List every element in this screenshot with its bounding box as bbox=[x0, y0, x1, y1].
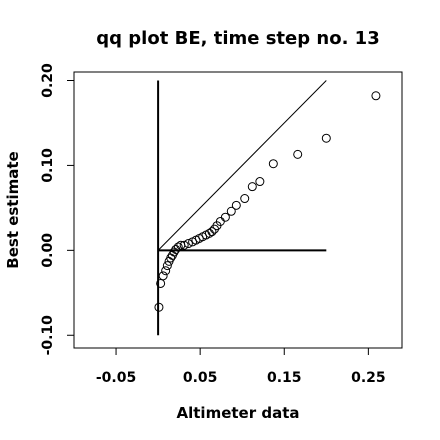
data-point-4 bbox=[161, 266, 171, 276]
data-point-13 bbox=[179, 240, 189, 250]
data-point-1 bbox=[154, 302, 164, 312]
x-axis-label: Altimeter data bbox=[177, 404, 300, 422]
y-tick-label-2: 0.00 bbox=[40, 233, 56, 268]
x-tick-label-2: 0.05 bbox=[183, 370, 218, 386]
y-axis-label: Best estimate bbox=[4, 151, 22, 268]
chart-title: qq plot BE, time step no. 13 bbox=[96, 28, 379, 49]
data-point-21 bbox=[207, 227, 217, 237]
data-point-32 bbox=[293, 149, 303, 159]
data-point-30 bbox=[255, 177, 265, 187]
x-tick-label-4: 0.25 bbox=[351, 370, 386, 386]
plot-frame bbox=[73, 71, 403, 349]
data-point-28 bbox=[240, 194, 250, 204]
data-point-27 bbox=[231, 200, 241, 210]
data-point-3 bbox=[158, 271, 168, 281]
x-tick-label-3: 0.15 bbox=[267, 370, 302, 386]
data-point-11 bbox=[173, 242, 183, 252]
data-point-29 bbox=[247, 182, 257, 192]
y-axis: -0.10 0.00 0.10 0.20 bbox=[40, 63, 75, 356]
reference-lines bbox=[157, 80, 327, 336]
data-point-33 bbox=[321, 133, 331, 143]
y-tick-label-3: 0.10 bbox=[40, 148, 56, 183]
data-point-26 bbox=[226, 206, 236, 216]
reference-line-1 bbox=[157, 80, 327, 251]
x-axis: -0.05 0.05 0.15 0.25 bbox=[96, 347, 386, 386]
x-tick-label-1: -0.05 bbox=[96, 370, 136, 386]
y-tick-label-1: -0.10 bbox=[40, 315, 56, 356]
data-point-25 bbox=[220, 212, 230, 222]
data-point-5 bbox=[162, 261, 172, 271]
data-point-34 bbox=[371, 91, 381, 101]
data-point-31 bbox=[268, 159, 278, 169]
data-points bbox=[154, 91, 381, 312]
y-tick-label-4: 0.20 bbox=[40, 63, 56, 98]
data-point-14 bbox=[183, 239, 193, 249]
